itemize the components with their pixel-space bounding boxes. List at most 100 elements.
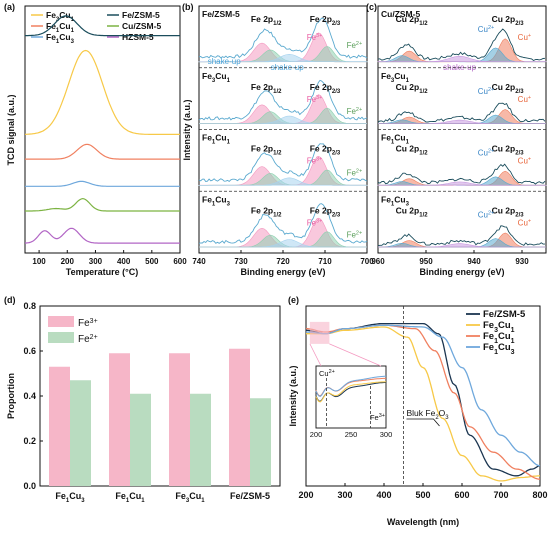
- sp-sup: 2+: [488, 210, 494, 216]
- extra-b-sub-0-0: shake-up: [208, 57, 241, 66]
- cat-2-sub2: 1: [201, 498, 205, 504]
- envelope-c-sub-3: [377, 225, 546, 247]
- p32-c-sub-1: Cu 2p2/3: [492, 82, 525, 95]
- panel-d-bars: [49, 348, 271, 486]
- sample-b-sub-0-base: Fe/ZSM-5: [202, 9, 240, 19]
- species-b-sub-3-1: Fe2+: [347, 230, 363, 239]
- envelope-b-sub-0: [198, 17, 368, 59]
- p32-c-sub-3: Cu 2p2/3: [492, 205, 525, 218]
- sp-sup: 3+: [316, 33, 322, 39]
- component-b-sub-0-4: [198, 53, 368, 63]
- sp-sup: +: [528, 157, 531, 163]
- sample-b-sub-1-mid: Cu: [215, 71, 226, 81]
- p32-main-2: Cu 2p: [492, 144, 516, 154]
- tick-a-label-4: 500: [145, 257, 159, 266]
- tick-e-label-3: 500: [415, 490, 430, 500]
- legend-a-1-base: Fe/ZSM-5: [122, 10, 160, 20]
- tick-e-label-6: 800: [532, 490, 547, 500]
- sp-sup: 3+: [316, 95, 322, 101]
- series-a-0: [25, 15, 180, 37]
- sample-b-sub-3-mid: Cu: [215, 194, 226, 204]
- sample-c-sub-1-base: Fe: [381, 71, 391, 81]
- tick-b-ticks-label-1: 730: [234, 257, 248, 266]
- tick-b-ticks-label-3: 710: [318, 257, 332, 266]
- legend-d-label-1: Fe2+: [78, 334, 98, 346]
- species-c-sub-0-0: Cu2+: [478, 25, 495, 34]
- panel-c-x-ticks: 960 950 940 930: [371, 250, 529, 266]
- panel-e-curves: [305, 321, 541, 482]
- sp-sup: 2+: [488, 87, 494, 93]
- legend-a-label-3: Cu/ZSM-5: [122, 21, 161, 31]
- cat-2-mid: Cu: [189, 491, 201, 501]
- species-c-sub-1-1: Cu+: [518, 95, 531, 104]
- p12-sub-0: 1/2: [419, 21, 428, 27]
- inset-right-sup: 3+: [379, 413, 385, 419]
- sample-b-sub-1-base: Fe: [202, 71, 212, 81]
- sample-c-sub-1: Fe3Cu1: [381, 71, 410, 84]
- inset-series-1: [315, 381, 387, 403]
- sample-c-sub-3-mid: Cu: [394, 194, 405, 204]
- inset-right-base: Fe: [370, 413, 379, 422]
- species-b-sub-2-1: Fe2+: [347, 169, 363, 178]
- inset-left-sup: 2+: [329, 369, 335, 375]
- species-b-sub-0-1: Fe2+: [347, 41, 363, 50]
- panel-c-subpanels: Cu/ZSM-5Cu 2p1/2 Cu 2p2/3Cu2+Cu+shake-upF…: [377, 9, 547, 248]
- sp-sup: 2+: [488, 25, 494, 31]
- panel-e-inset: Cu2+ Fe3+ 200 250 300: [309, 343, 392, 439]
- legend-e-1-base: Fe: [483, 320, 494, 331]
- sp-base: Fe: [307, 33, 317, 42]
- inset-tick-0: 200: [310, 430, 323, 439]
- panel-c-letter: (c): [366, 2, 377, 12]
- sample-c-sub-3-sub2: 3: [406, 201, 410, 207]
- tick-a-label-5: 600: [173, 257, 187, 266]
- legend-e-2-sub1: 1: [494, 338, 498, 345]
- bulk-tail: O: [439, 408, 446, 418]
- cat-3-base: Fe/ZSM-5: [230, 491, 270, 501]
- cat-0-sub2: 3: [81, 498, 85, 504]
- sample-b-sub-2-base: Fe: [202, 133, 212, 143]
- p12-sub-1: 1/2: [419, 89, 428, 95]
- species-c-sub-0-1: Cu+: [518, 33, 531, 42]
- p12-sub-3: 1/2: [419, 212, 428, 218]
- p12-main-2: Cu 2p: [396, 144, 420, 154]
- panel-e-x-label: Wavelength (nm): [387, 517, 459, 527]
- p12-main-3: Cu 2p: [396, 205, 420, 215]
- p12-c-sub-1: Cu 2p1/2: [396, 82, 429, 95]
- p12-main-1: Fe 2p: [251, 82, 273, 92]
- sample-c-sub-3: Fe1Cu3: [381, 194, 410, 207]
- sample-b-sub-2: Fe1Cu1: [202, 133, 231, 146]
- envelope-b-sub-3: [198, 203, 368, 244]
- component-b-sub-3-4: [199, 239, 367, 248]
- legend-d-base-0: Fe: [78, 318, 90, 329]
- legend-d-swatch-0: [48, 316, 74, 327]
- sample-c-sub-0-base: Cu/ZSM-5: [381, 9, 420, 19]
- legend-d-sup-1: 2+: [90, 334, 98, 341]
- p32-b-sub-0: Fe 2p2/3: [310, 14, 341, 27]
- legend-d-swatch-1: [48, 332, 74, 343]
- legend-a-label-5: HZSM-5: [122, 32, 154, 42]
- legend-a-2-sub2: 1: [71, 28, 75, 34]
- p12-sub-3: 1/2: [273, 212, 282, 218]
- sample-c-sub-2-sub2: 1: [406, 140, 410, 146]
- cat-2-base: Fe: [175, 491, 186, 501]
- panel-a-curves: [25, 15, 180, 244]
- category-label-2: Fe3Cu1: [175, 491, 205, 504]
- legend-e-label-3: Fe1Cu3: [483, 342, 515, 356]
- bar-Fe3+-2: [169, 353, 190, 486]
- cat-1-mid: Cu: [129, 491, 141, 501]
- panel-a-x-ticks: 100 200 300 400 500 600: [32, 250, 187, 266]
- sp-base: Fe: [347, 107, 357, 116]
- series-e-1: [306, 326, 541, 482]
- component-c-sub-1-4: [378, 119, 546, 124]
- p32-main-3: Fe 2p: [310, 205, 332, 215]
- cat-2-sub1: 3: [186, 498, 190, 504]
- panel-b-x-ticks: 740 730 720 710 700: [192, 250, 374, 266]
- sp-sup: +: [528, 33, 531, 39]
- sample-b-sub-3-sub2: 3: [227, 201, 231, 207]
- panel-a-frame: [24, 5, 181, 254]
- tick-d-label-4: 0.8: [23, 301, 36, 311]
- panel-b-letter: (b): [182, 2, 194, 12]
- sample-c-sub-2-mid: Cu: [394, 133, 405, 143]
- extra-b-sub-0-1: shake-up: [271, 63, 304, 72]
- panel-d-categories: Fe1Cu3 Fe1Cu1 Fe3Cu1 Fe/ZSM-5: [55, 491, 270, 504]
